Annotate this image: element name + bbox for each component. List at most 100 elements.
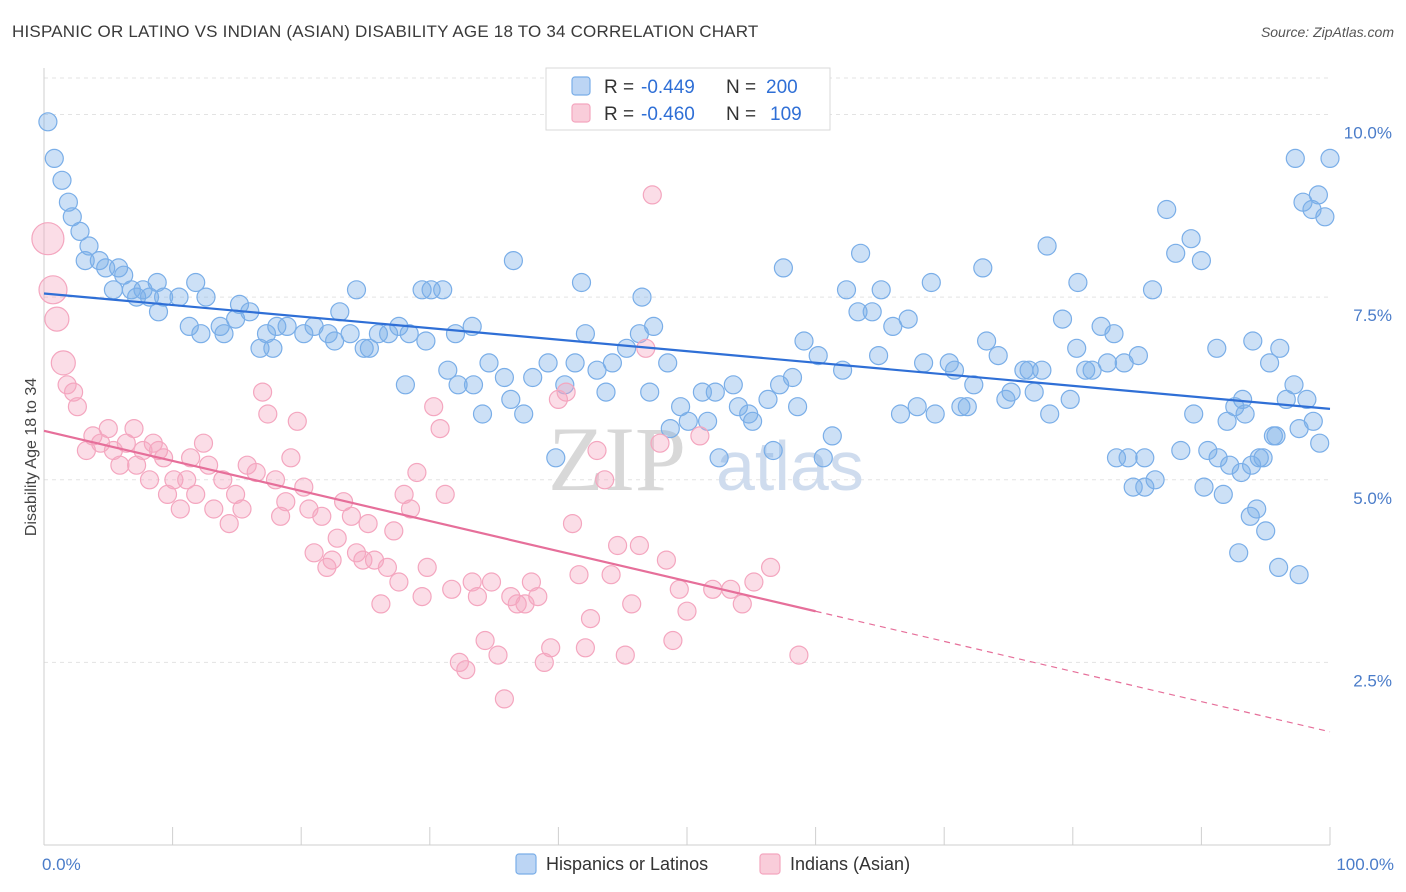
- point-1-76: [494, 689, 514, 709]
- grid-lines: [44, 77, 1330, 663]
- point-1-81: [528, 586, 548, 607]
- point-0-136: [1208, 448, 1228, 468]
- point-0-118: [1310, 433, 1330, 453]
- point-0-130: [1118, 448, 1138, 468]
- y-axis-label: Disability Age 18 to 34: [23, 378, 40, 536]
- point-1-89: [580, 608, 601, 629]
- point-0-113: [1243, 331, 1263, 351]
- point-0-105: [1142, 280, 1163, 300]
- point-0-191: [1266, 426, 1286, 446]
- point-0-46: [354, 338, 374, 358]
- point-1-75: [488, 645, 508, 665]
- point-1-104: [690, 426, 710, 446]
- point-1-61: [400, 499, 421, 519]
- point-1-91: [595, 470, 615, 490]
- point-0-81: [836, 280, 857, 300]
- point-0-128: [1106, 448, 1127, 468]
- point-0-104: [1128, 346, 1149, 366]
- point-0-0: [38, 112, 58, 132]
- point-0-152: [640, 382, 660, 402]
- point-0-75: [758, 389, 778, 409]
- axes: [43, 68, 1331, 846]
- point-0-180: [1308, 185, 1329, 205]
- point-0-64: [616, 338, 637, 358]
- point-0-90: [951, 397, 971, 417]
- point-1-30: [213, 470, 233, 490]
- point-0-54: [494, 367, 514, 388]
- point-0-55: [501, 389, 521, 409]
- point-1-40: [276, 492, 296, 512]
- source-credit: Source: ZipAtlas.com: [1260, 24, 1394, 40]
- point-1-70: [456, 660, 476, 680]
- point-1-94: [615, 645, 635, 665]
- point-1-1: [38, 275, 68, 305]
- y-tick-labels: 2.5% 5.0% 7.5% 10.0%: [1344, 124, 1392, 691]
- point-0-120: [571, 272, 592, 293]
- chart-title: HISPANIC OR LATINO VS INDIAN (ASIAN) DIS…: [12, 22, 759, 41]
- point-1-26: [186, 484, 206, 504]
- x-tick-labels: 0.0% 100.0%: [42, 855, 1394, 874]
- point-0-154: [692, 382, 713, 402]
- point-1-96: [629, 535, 650, 556]
- point-0-169: [1060, 389, 1080, 409]
- point-1-4: [57, 375, 77, 395]
- point-1-49: [327, 528, 347, 548]
- point-0-97: [1040, 404, 1060, 424]
- point-0-96: [1024, 382, 1044, 402]
- point-0-158: [787, 397, 808, 417]
- point-0-168: [1032, 360, 1052, 380]
- point-0-157: [763, 440, 783, 461]
- point-0-138: [1235, 404, 1255, 424]
- point-0-147: [448, 375, 468, 395]
- point-1-36: [253, 382, 273, 402]
- point-1-23: [170, 499, 190, 519]
- point-0-98: [1052, 309, 1073, 329]
- point-0-35: [318, 324, 338, 344]
- point-0-50: [433, 280, 453, 300]
- legend-swatch-hispanic: [571, 76, 591, 96]
- point-0-18: [154, 287, 174, 307]
- bottom-legend-label-indian: Indians (Asian): [790, 854, 910, 874]
- point-0-134: [1184, 404, 1204, 424]
- point-0-80: [822, 426, 842, 446]
- point-0-25: [229, 294, 250, 314]
- point-1-31: [219, 513, 239, 534]
- point-1-74: [481, 572, 502, 592]
- point-0-184: [1247, 499, 1267, 519]
- point-0-31: [267, 316, 287, 336]
- point-1-25: [181, 448, 201, 468]
- point-1-110: [789, 645, 809, 665]
- point-0-170: [1082, 360, 1102, 380]
- point-1-17: [139, 470, 160, 490]
- point-0-176: [1240, 506, 1260, 526]
- point-0-99: [1067, 338, 1087, 358]
- point-0-12: [103, 280, 124, 300]
- point-0-69: [678, 411, 698, 431]
- point-0-28: [214, 324, 234, 344]
- point-0-8: [89, 251, 109, 271]
- x-tick-label-1: 100.0%: [1336, 855, 1394, 874]
- point-1-64: [417, 557, 437, 578]
- point-1-62: [407, 462, 427, 483]
- point-1-92: [601, 565, 621, 585]
- point-0-40: [368, 324, 388, 344]
- point-1-78: [507, 594, 527, 614]
- point-1-58: [384, 521, 404, 541]
- point-0-20: [169, 287, 189, 307]
- point-1-88: [575, 638, 596, 658]
- point-1-86: [562, 513, 583, 534]
- point-0-151: [596, 382, 616, 402]
- point-1-45: [304, 543, 324, 563]
- point-1-33: [232, 499, 252, 519]
- point-0-162: [890, 404, 911, 424]
- y-tick-label-2: 7.5%: [1353, 306, 1392, 325]
- point-0-122: [773, 258, 794, 278]
- point-0-110: [1207, 338, 1227, 358]
- point-1-63: [412, 586, 432, 607]
- legend-n-label-indian: N =: [726, 104, 756, 125]
- point-1-85: [556, 382, 576, 402]
- point-0-172: [1135, 477, 1155, 497]
- point-0-144: [395, 375, 415, 395]
- point-0-163: [907, 397, 927, 417]
- point-1-98: [642, 185, 662, 205]
